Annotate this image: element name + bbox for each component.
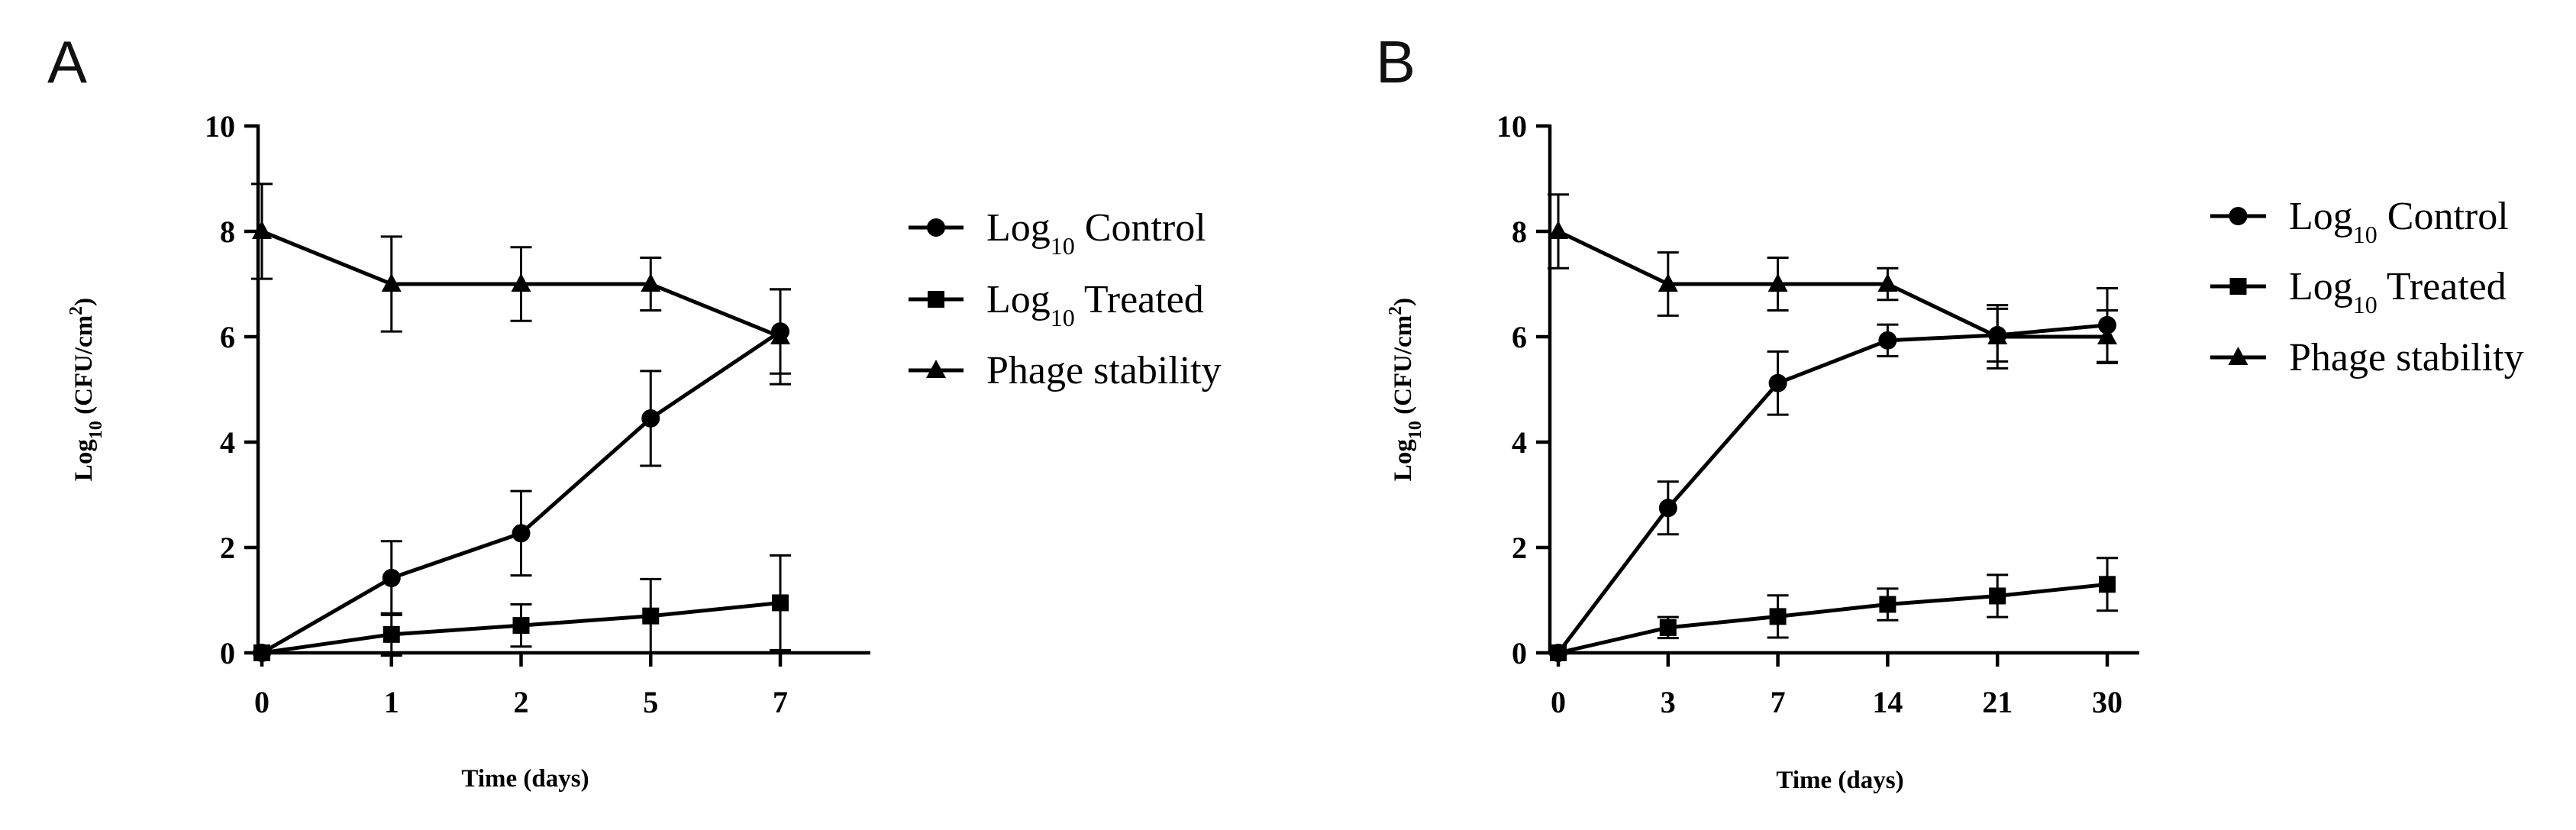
- x-tick-label: 7: [773, 685, 788, 719]
- data-point: [641, 409, 660, 428]
- data-point: [512, 524, 531, 543]
- data-point: [2099, 576, 2116, 593]
- data-point: [1658, 499, 1677, 518]
- panel-label: A: [47, 28, 87, 95]
- legend-label: Phage stability: [2289, 336, 2524, 379]
- series-line: [1558, 582, 2108, 655]
- data-point: [1548, 221, 1568, 239]
- data-point: [770, 326, 790, 344]
- panel-b: B 0 2 4 6 8 10 0 3 7 14 21 30 Time (days) Log10 (CFU/c…: [1376, 28, 2524, 794]
- legend-marker: [926, 360, 946, 378]
- data-point: [641, 273, 661, 292]
- legend-label: Log10 Control: [986, 206, 1206, 260]
- y-tick-label: 8: [1512, 215, 1527, 249]
- series-square: [253, 554, 791, 661]
- y-tick-label: 2: [220, 531, 235, 565]
- x-tick-label: 5: [643, 685, 658, 719]
- x-tick-label: 3: [1661, 685, 1676, 719]
- x-tick-label: 14: [1872, 685, 1903, 719]
- x-tick-label: 30: [2092, 685, 2122, 719]
- y-axis-title: Log10 (CFU/cm2): [1386, 298, 1425, 481]
- data-point: [1550, 644, 1567, 661]
- x-tick-label: 7: [1771, 685, 1786, 719]
- data-point: [2097, 326, 2117, 344]
- legend-marker: [928, 291, 944, 308]
- data-point: [382, 569, 401, 588]
- y-tick-label: 4: [1512, 425, 1527, 460]
- legend-entry: Phage stability: [2210, 336, 2524, 379]
- legend-marker: [2229, 278, 2247, 295]
- y-tick-label: 6: [1512, 320, 1527, 354]
- data-point: [383, 625, 400, 643]
- x-tick-label: 0: [1551, 685, 1566, 719]
- data-point: [511, 273, 531, 292]
- series-square: [1550, 557, 2118, 661]
- legend-label: Phage stability: [986, 349, 1222, 392]
- data-point: [1767, 273, 1788, 292]
- legend-entry: Log10 Treated: [909, 278, 1204, 331]
- panel-a: A 0 2 4 6 8 10 0 1 2 5 7 Time (days) Log10 (CFU/cm2) L…: [47, 28, 1222, 793]
- y-tick-label: 10: [1496, 109, 1527, 144]
- y-axis-title: Log10 (CFU/cm2): [66, 298, 106, 481]
- data-point: [772, 594, 789, 612]
- data-point: [1659, 618, 1677, 636]
- y-tick-label: 0: [220, 636, 235, 670]
- x-tick-label: 2: [514, 685, 529, 719]
- series-line: [1557, 323, 2108, 654]
- panel-label: B: [1376, 28, 1416, 95]
- legend-label: Log10 Treated: [2289, 265, 2507, 318]
- legend-marker: [2228, 347, 2248, 365]
- data-point: [512, 617, 530, 635]
- data-point: [253, 644, 270, 661]
- legend-entry: Log10 Control: [2210, 195, 2509, 248]
- x-tick-label: 0: [254, 685, 270, 719]
- legend-marker: [2229, 207, 2248, 225]
- y-tick-label: 8: [220, 215, 235, 249]
- y-tick-label: 6: [220, 320, 235, 354]
- data-point: [1987, 326, 2008, 344]
- x-tick-label: 21: [1982, 685, 2013, 719]
- series-triangle: [1548, 193, 2118, 370]
- legend-entry: Phage stability: [909, 349, 1222, 392]
- y-tick-label: 4: [220, 425, 235, 460]
- y-tick-label: 0: [1512, 636, 1527, 670]
- legend-label: Log10 Control: [2289, 195, 2509, 248]
- data-point: [1878, 331, 1897, 350]
- legend-entry: Log10 Control: [909, 206, 1206, 260]
- x-tick-label: 1: [384, 685, 399, 719]
- data-point: [1879, 596, 1896, 613]
- data-point: [642, 607, 660, 625]
- data-point: [381, 273, 402, 292]
- legend-entry: Log10 Treated: [2210, 265, 2507, 318]
- y-tick-label: 10: [205, 109, 235, 144]
- legend-marker: [927, 218, 945, 237]
- y-tick-label: 2: [1512, 531, 1527, 565]
- series-triangle: [251, 182, 791, 386]
- legend-label: Log10 Treated: [986, 278, 1204, 331]
- data-point: [252, 221, 272, 239]
- x-axis-title: Time (days): [461, 765, 589, 793]
- data-point: [1769, 608, 1787, 625]
- data-point: [1989, 587, 2006, 605]
- series-line: [1557, 229, 2107, 339]
- data-point: [1768, 373, 1787, 392]
- data-point: [1658, 273, 1678, 292]
- x-axis-title: Time (days): [1776, 767, 1903, 794]
- data-point: [1877, 273, 1898, 292]
